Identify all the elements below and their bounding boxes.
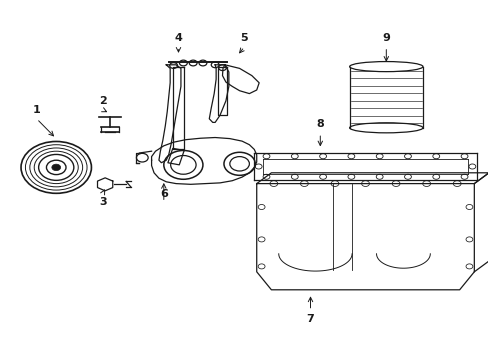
- Circle shape: [52, 164, 61, 171]
- Text: 9: 9: [382, 33, 389, 43]
- Text: 2: 2: [99, 96, 106, 106]
- Text: 4: 4: [174, 33, 182, 43]
- Text: 6: 6: [160, 189, 167, 199]
- Text: 8: 8: [316, 119, 324, 129]
- Text: 7: 7: [306, 314, 314, 324]
- Text: 3: 3: [99, 197, 106, 207]
- Text: 1: 1: [33, 105, 41, 115]
- Text: 5: 5: [240, 33, 248, 43]
